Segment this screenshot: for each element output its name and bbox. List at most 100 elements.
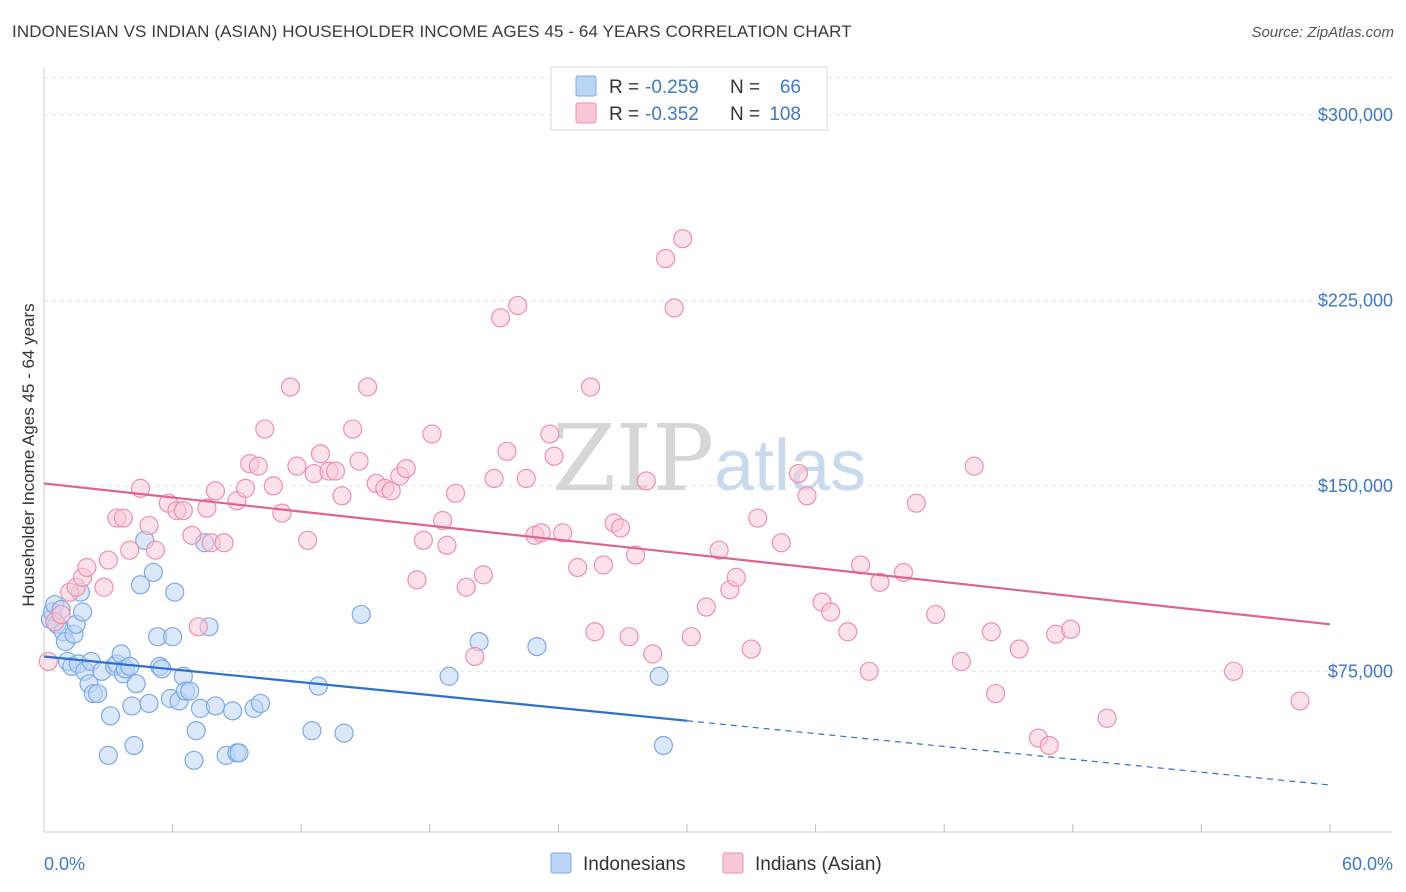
indian-asian-point	[636, 471, 656, 491]
indonesian-point	[439, 666, 459, 686]
indian-asian-point	[310, 444, 331, 464]
indian-asian-point	[188, 617, 208, 637]
indonesians-trend-line	[43, 655, 688, 722]
indian-asian-point	[1009, 639, 1029, 659]
indian-asian-point	[77, 557, 97, 578]
indian-asian-point	[484, 468, 504, 489]
indonesians-trend-extension	[686, 720, 1331, 786]
indian-asian-point	[821, 602, 841, 622]
indian-asian-point	[1223, 661, 1244, 681]
indian-asian-point	[248, 456, 268, 476]
chart-title: INDONESIAN VS INDIAN (ASIAN) HOUSEHOLDER…	[12, 22, 852, 41]
indonesian-point	[308, 676, 328, 696]
indonesian-point	[98, 745, 118, 765]
legend-n-label-1: N =	[730, 104, 760, 125]
trend-lines	[43, 482, 1331, 786]
indian-asian-point	[906, 493, 926, 513]
indian-asian-point	[838, 622, 858, 642]
indian-asian-point	[332, 486, 352, 506]
indian-asian-point	[214, 533, 234, 553]
legend-r-label-1: R =	[609, 104, 639, 125]
legend-swatch-indonesians	[575, 75, 597, 97]
legend-r-label-0: R =	[609, 77, 639, 98]
indians-asian-trend-line	[43, 482, 1331, 626]
indian-asian-point	[516, 468, 536, 489]
indian-asian-point	[981, 622, 1001, 642]
legend-r-value-1: -0.352	[645, 104, 699, 125]
indian-asian-point	[696, 597, 716, 617]
watermark: ZIP atlas	[552, 405, 866, 512]
indonesian-point	[184, 750, 204, 770]
indian-asian-point	[381, 481, 401, 501]
indonesian-point	[250, 693, 271, 714]
indonesian-point	[223, 701, 243, 721]
indian-asian-point	[553, 523, 573, 543]
indian-asian-point	[655, 248, 676, 269]
indian-asian-point	[593, 555, 614, 575]
indonesians-points	[40, 530, 674, 770]
indian-asian-point	[139, 515, 159, 536]
indian-asian-point	[1039, 735, 1059, 756]
indian-asian-point	[619, 627, 639, 647]
bottom-legend-indians-asian: Indians (Asian)	[755, 854, 882, 875]
indian-asian-point	[94, 577, 114, 597]
indonesian-point	[205, 696, 226, 716]
indian-asian-point	[38, 651, 58, 672]
indian-asian-point	[1097, 708, 1117, 728]
indian-asian-point	[625, 545, 646, 565]
indian-asian-point	[280, 377, 301, 397]
indian-asian-point	[325, 461, 346, 481]
indian-asian-point	[433, 510, 453, 531]
indians-asian-points	[38, 229, 1310, 756]
indonesian-point	[653, 735, 674, 756]
watermark-zip: ZIP	[552, 405, 714, 512]
indian-asian-point	[771, 533, 791, 553]
indonesian-point	[87, 683, 108, 704]
correlation-legend: R = -0.259 N = 66 R = -0.352 N = 108	[550, 66, 828, 131]
indonesian-point	[351, 604, 371, 625]
x-tick-label-max: 60.0%	[1342, 854, 1393, 874]
indian-asian-point	[664, 298, 684, 318]
watermark-atlas: atlas	[714, 426, 866, 506]
legend-n-value-1: 108	[769, 104, 801, 125]
indian-asian-point	[986, 683, 1006, 704]
indonesian-point	[186, 721, 206, 741]
indonesian-point	[229, 743, 249, 763]
indonesian-point	[100, 706, 121, 726]
indian-asian-point	[1290, 691, 1310, 711]
bottom-legend-swatch-indonesians	[550, 852, 572, 874]
indian-asian-point	[173, 501, 193, 521]
indian-asian-point	[396, 458, 416, 479]
indian-asian-point	[358, 377, 378, 397]
indonesian-point	[302, 721, 322, 741]
indian-asian-point	[643, 644, 663, 664]
indonesian-point	[122, 696, 142, 716]
indian-asian-point	[797, 486, 817, 506]
indian-asian-point	[788, 463, 809, 484]
legend-swatch-indians-asian	[575, 102, 597, 124]
legend-n-value-0: 66	[780, 77, 801, 98]
y-tick-label: $75,000	[1328, 661, 1393, 681]
y-tick-label: $225,000	[1318, 290, 1393, 310]
indian-asian-point	[497, 441, 517, 461]
indian-asian-point	[580, 377, 601, 397]
legend-r-value-0: -0.259	[645, 77, 699, 98]
indonesian-point	[334, 723, 354, 743]
indian-asian-point	[51, 604, 71, 625]
indian-asian-point	[413, 530, 433, 550]
indian-asian-point	[298, 530, 318, 550]
indian-asian-point	[709, 540, 729, 560]
indian-asian-point	[120, 540, 140, 560]
indian-asian-point	[726, 567, 746, 587]
indian-asian-point	[113, 508, 133, 528]
indian-asian-point	[490, 308, 511, 328]
x-tick-label-min: 0.0%	[44, 854, 85, 874]
indian-asian-point	[182, 525, 202, 545]
indonesian-point	[126, 674, 146, 694]
y-tick-label: $300,000	[1318, 105, 1393, 125]
x-tick-labels: 0.0% 60.0%	[44, 854, 1393, 874]
indian-asian-point	[870, 572, 890, 592]
indian-asian-point	[349, 451, 369, 471]
indian-asian-point	[445, 483, 466, 503]
